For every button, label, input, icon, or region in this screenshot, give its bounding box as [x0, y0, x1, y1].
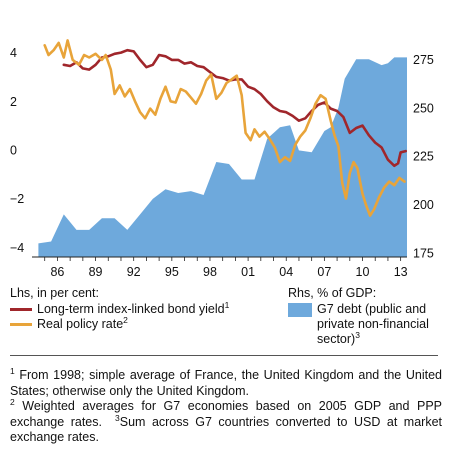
chart: 86 89 92 95 98 01 04 07 10 13 4 2 0 −2 −4 275 250 225 200 1…	[10, 39, 434, 279]
legend-right: Rhs, % of GDP: G7 debt (public and priva…	[288, 286, 448, 347]
right-tick-label: 225	[413, 150, 434, 164]
x-tick-label: 10	[356, 265, 370, 279]
right-tick-label: 275	[413, 53, 434, 67]
left-tick-label: −4	[10, 241, 24, 255]
g7-debt-area	[38, 57, 408, 258]
legend-item-bond-yield: Long-term index-linked bond yield1	[10, 299, 280, 317]
g7-debt-area-layer	[38, 57, 408, 258]
legend-swatch-bond-yield	[10, 308, 32, 311]
x-tick-label: 86	[50, 265, 64, 279]
x-tick-label: 13	[394, 265, 408, 279]
x-tick-label: 01	[241, 265, 255, 279]
left-tick-label: 2	[10, 95, 17, 109]
policy-rate-line	[43, 39, 406, 217]
x-tick-label: 92	[127, 265, 141, 279]
left-tick-label: 0	[10, 143, 17, 157]
legend-item-policy-rate: Real policy rate2	[10, 314, 280, 332]
legend-swatch-policy-rate	[10, 323, 32, 326]
footnote-2-3: 2 Weighted averages for G7 economies bas…	[10, 396, 442, 444]
legend-label-g7-debt: G7 debt (public and private non-financia…	[317, 302, 429, 346]
x-tick-label: 89	[89, 265, 103, 279]
right-tick-label: 200	[413, 198, 434, 212]
legend-label-policy-rate: Real policy rate2	[37, 314, 128, 331]
legend-swatch-g7-debt	[288, 303, 312, 317]
right-tick-label: 250	[413, 101, 434, 115]
left-tick-label: −2	[10, 192, 24, 206]
x-tick-label: 07	[317, 265, 331, 279]
right-tick-label: 175	[413, 247, 434, 261]
x-tick-label: 04	[279, 265, 293, 279]
legend-right-title: Rhs, % of GDP:	[288, 286, 377, 300]
legend-item-g7-debt: G7 debt (public and private non-financia…	[288, 302, 448, 347]
x-tick-label: 95	[165, 265, 179, 279]
x-tick-label: 98	[203, 265, 217, 279]
footnote-1: 1 From 1998; simple average of France, t…	[10, 365, 442, 398]
legend-label-bond-yield: Long-term index-linked bond yield1	[37, 299, 230, 316]
line-layer	[43, 39, 408, 217]
legend-left-title: Lhs, in per cent:	[10, 286, 99, 300]
axis-layer: 86 89 92 95 98 01 04 07 10 13 4 2 0 −2 −4 275 250 225 200 1…	[10, 46, 434, 279]
footnote-divider	[10, 355, 438, 356]
legend-left: Lhs, in per cent: Long-term index-linked…	[10, 286, 280, 332]
left-tick-label: 4	[10, 46, 17, 60]
footnotes: 1 From 1998; simple average of France, t…	[10, 365, 442, 446]
